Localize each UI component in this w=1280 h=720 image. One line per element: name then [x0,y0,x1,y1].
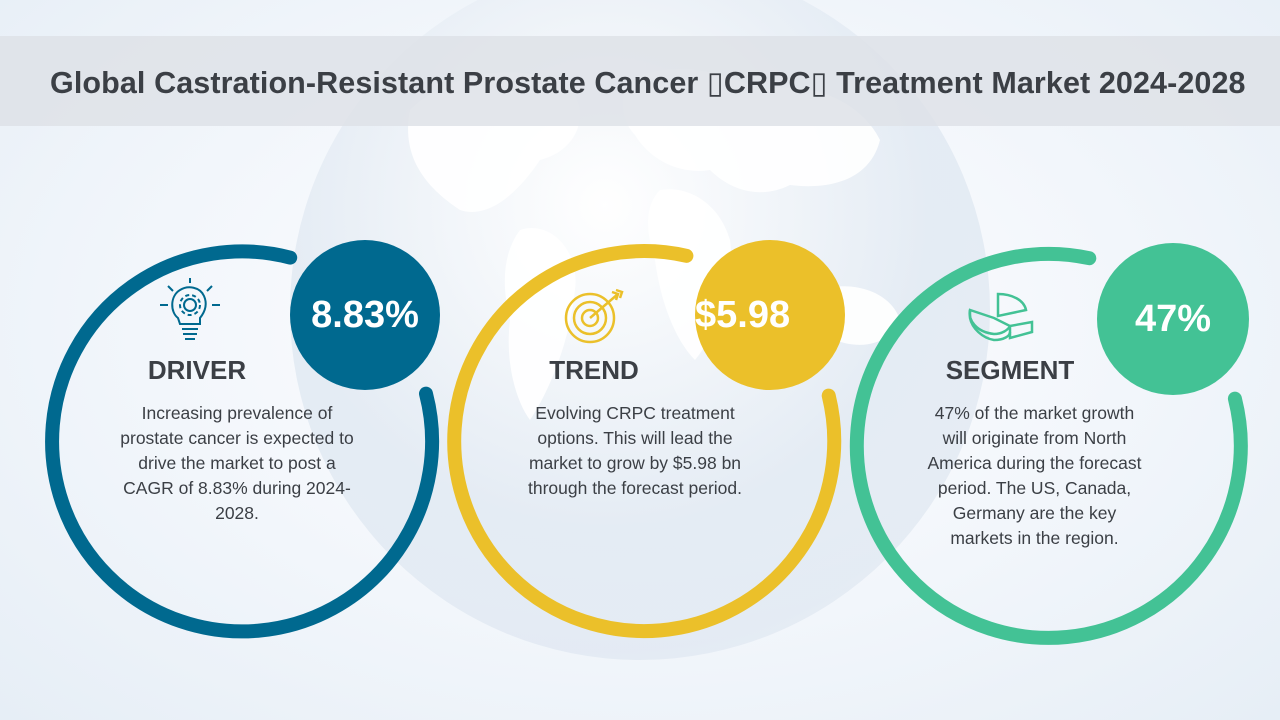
segment-heading: SEGMENT [945,355,1075,385]
segment-ring [849,246,1248,645]
trend-value: $5.98 [695,293,791,336]
driver-heading: DRIVER [147,355,247,385]
segment-description: 47% of the market growth will originate … [927,403,1142,548]
page-title: Global Castration-Resistant Prostate Can… [50,66,1246,100]
driver-value: 8.83% [311,293,419,336]
driver-ring [45,244,440,639]
segment-value-badge: 47% [1097,243,1249,395]
target-arrow-icon [564,288,624,344]
driver-value-badge: 8.83% [290,240,440,390]
lightbulb-gear-icon [160,278,220,340]
trend-ring [447,244,842,639]
trend-description: Evolving CRPC treatment options. This wi… [527,403,743,498]
trend-value-badge: $5.98 [695,240,845,390]
driver-description: Increasing prevalence of prostate cancer… [120,403,354,523]
title-band [0,36,1280,126]
segment-value: 47% [1134,297,1212,340]
pie-chart-icon [968,292,1034,342]
trend-heading: TREND [549,355,639,385]
